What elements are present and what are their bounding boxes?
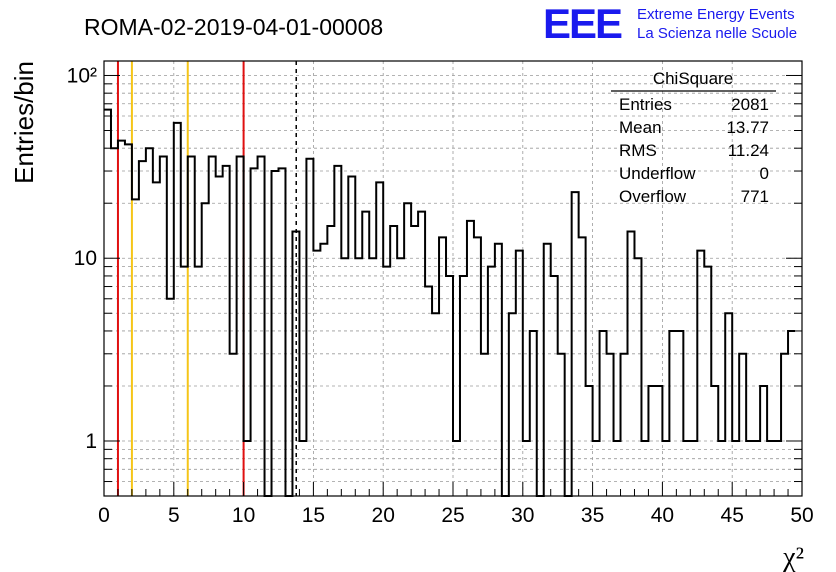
histogram-bin: [279, 168, 286, 496]
histogram-bin: [725, 313, 732, 496]
histogram-bin: [160, 157, 167, 496]
x-tick-label: 25: [441, 504, 464, 527]
stats-row-value: 11.24: [728, 141, 769, 160]
stats-row-label: Overflow: [619, 187, 687, 206]
histogram-bin: [781, 354, 788, 496]
y-tick-label: 1: [85, 430, 97, 453]
histogram-bin: [495, 244, 502, 496]
brand-line-1: Extreme Energy Events: [637, 6, 795, 23]
histogram-bin: [313, 251, 320, 496]
histogram-bin: [669, 331, 676, 496]
histogram-bin: [600, 331, 607, 496]
histogram-bin: [432, 313, 439, 496]
histogram-bin: [237, 157, 244, 496]
histogram-bin: [202, 203, 209, 496]
histogram-bin: [572, 192, 579, 496]
histogram-bin: [621, 354, 628, 496]
histogram-bin: [209, 157, 216, 496]
stats-box: ChiSquare Entries 2081 Mean 13.77 RMS 11.24 Un…: [611, 69, 776, 206]
y-tick-label: 10: [74, 247, 97, 270]
x-tick-label: 5: [168, 504, 180, 527]
histogram-bin: [132, 199, 139, 496]
histogram-bin: [383, 267, 390, 496]
histogram-bin: [181, 267, 188, 496]
stats-row-value: 13.77: [726, 118, 769, 137]
histogram-bin: [544, 244, 551, 496]
stats-row-label: Underflow: [619, 164, 696, 183]
histogram-bin: [272, 171, 279, 496]
histogram-bin: [530, 331, 537, 496]
x-tick-label: 15: [302, 504, 325, 527]
histogram-bin: [258, 157, 265, 496]
histogram-bin: [320, 244, 327, 496]
histogram-bin: [739, 354, 746, 496]
axis-ticks: 0 5 10 15 20 25 30 35 40 45 50 1 10 10²: [67, 64, 814, 527]
histogram-bin: [788, 331, 795, 496]
stats-box-title: ChiSquare: [653, 69, 733, 88]
histogram-bin: [516, 251, 523, 496]
histogram-bin: [146, 148, 153, 496]
histogram-bin: [704, 267, 711, 496]
histogram-bin: [118, 141, 125, 496]
reference-lines: [116, 61, 297, 496]
stats-row-label: Mean: [619, 118, 662, 137]
eee-logo: EEE: [543, 0, 622, 47]
histogram-bin: [216, 177, 223, 496]
histogram-bin: [230, 354, 237, 496]
histogram-bin: [488, 267, 495, 496]
histogram-bin: [139, 161, 146, 496]
histogram-bin: [174, 123, 181, 496]
histogram-bin: [509, 313, 516, 496]
histogram-bin: [348, 177, 355, 496]
stats-row-value: 2081: [731, 95, 769, 114]
stats-row-value: 771: [741, 187, 769, 206]
histogram-bin: [404, 203, 411, 496]
stats-row-label: RMS: [619, 141, 657, 160]
histogram-bin: [607, 354, 614, 496]
x-tick-label: 30: [511, 504, 534, 527]
x-tick-label: 10: [232, 504, 255, 527]
histogram: [104, 108, 796, 497]
histogram-bin: [341, 258, 348, 496]
histogram-bin: [425, 287, 432, 496]
x-tick-label: 45: [721, 504, 744, 527]
histogram-bin: [628, 232, 635, 496]
histogram-bin: [558, 354, 565, 496]
x-tick-label: 50: [790, 504, 813, 527]
histogram-bin: [369, 258, 376, 496]
histogram-bin: [251, 168, 258, 496]
histogram-bin: [397, 258, 404, 496]
histogram-bin: [111, 148, 118, 496]
y-tick-label: 10²: [67, 64, 97, 87]
x-tick-label: 20: [372, 504, 395, 527]
histogram-outline: [104, 108, 796, 497]
brand-line-2: La Scienza nelle Scuole: [637, 25, 797, 42]
y-axis-title: Entries/bin: [9, 61, 39, 184]
x-tick-label: 35: [581, 504, 604, 527]
histogram-bin: [481, 354, 488, 496]
x-tick-label: 40: [651, 504, 674, 527]
stats-row-label: Entries: [619, 95, 672, 114]
stats-row-value: 0: [760, 164, 769, 183]
x-axis-title: χ²: [782, 542, 804, 572]
histogram-bin: [634, 258, 641, 496]
histogram-bin: [104, 110, 111, 496]
x-tick-label: 0: [98, 504, 110, 527]
histogram-bin: [355, 258, 362, 496]
histogram-bin: [697, 251, 704, 496]
histogram-bin: [467, 221, 474, 496]
histogram-bin: [306, 159, 313, 496]
chart-title: ROMA-02-2019-04-01-00008: [84, 14, 383, 40]
histogram-bin: [125, 144, 132, 496]
histogram-bin: [188, 157, 195, 496]
histogram-bin: [167, 299, 174, 496]
histogram-bin: [676, 331, 683, 496]
histogram-bin: [195, 267, 202, 496]
